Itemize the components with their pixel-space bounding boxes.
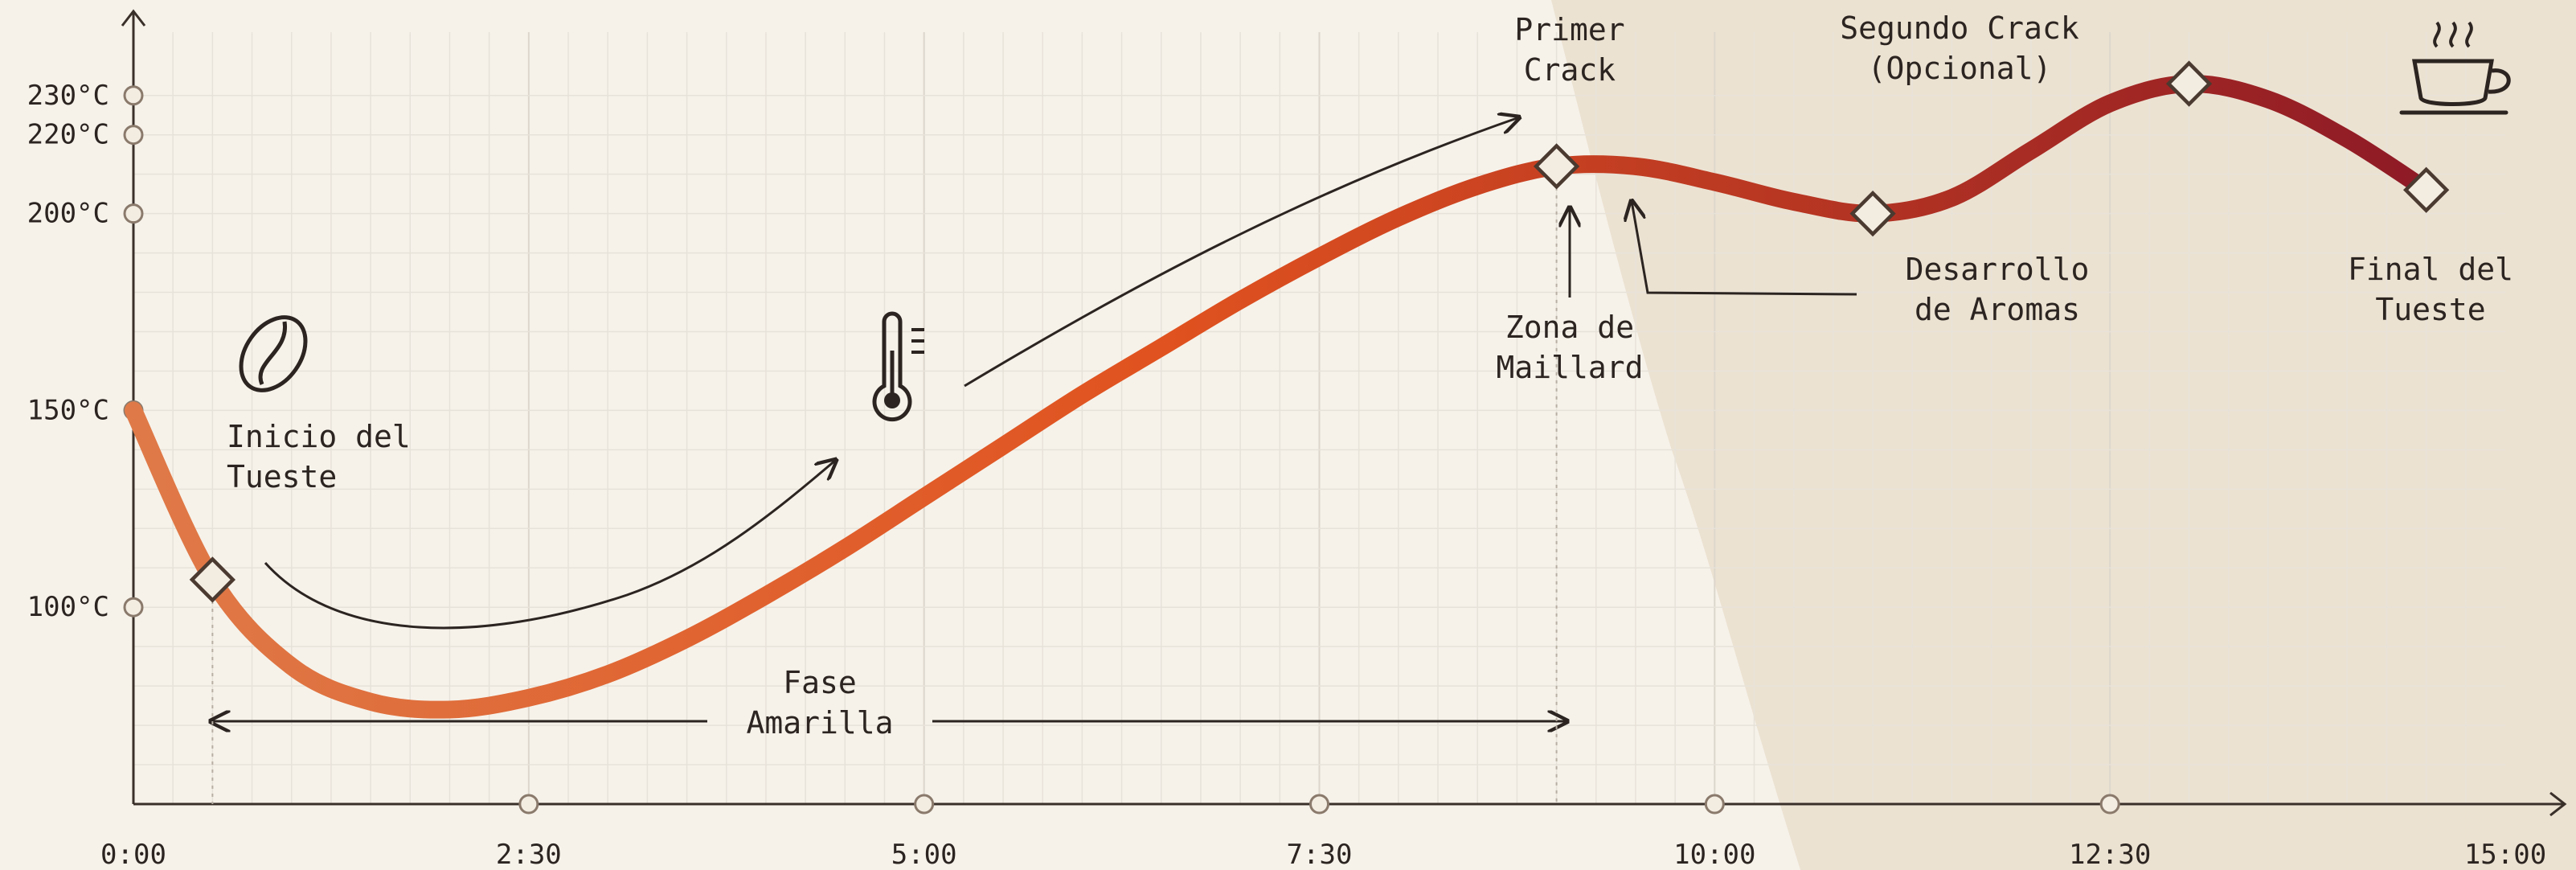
annotation-fase-amarilla: Fase Amarilla (746, 665, 893, 741)
event-marker (2402, 166, 2450, 213)
x-tick-label: 0:00 (100, 839, 166, 870)
annotation-zona-de-maillard: Zona de Maillard (1496, 310, 1643, 385)
annotations: Inicio del Tueste Fase Amarilla Primer Crack Z… (227, 10, 2513, 741)
event-marker (1533, 143, 1580, 190)
x-tick-marker (1704, 794, 1725, 815)
annotation-line: Amarilla (746, 705, 893, 741)
event-marker (2165, 60, 2213, 107)
y-tick-label: 100°C (27, 591, 109, 623)
bean-crease (258, 321, 287, 385)
steam-line (2433, 21, 2441, 48)
markers (189, 60, 2450, 804)
annotation-line: Primer (1514, 12, 1624, 47)
annotation-line: Fase (783, 665, 857, 700)
x-tick-marker (2099, 794, 2120, 815)
x-tick-marker (1309, 794, 1329, 815)
development-shade-area (1551, 0, 2576, 870)
x-tick-label: 10:00 (1673, 839, 1755, 870)
y-tick-marker (123, 125, 144, 146)
development-shade (1551, 0, 2576, 870)
bean-outline (239, 315, 308, 392)
annotation-segundo-crack: Segundo Crack (Opcional) (1840, 10, 2079, 86)
x-tick-marker (518, 794, 539, 815)
y-tick-label: 150°C (27, 394, 109, 426)
arrow-heating (964, 117, 1519, 388)
ticks: 0:00 2:30 5:00 7:30 10:00 12:30 15:00 100°C 150°… (27, 80, 2547, 870)
thermometer-body (872, 311, 912, 422)
x-axis-arrow (2549, 791, 2567, 817)
annotation-line: Zona de (1505, 310, 1634, 345)
grid (133, 32, 2505, 804)
icons (239, 21, 2511, 422)
annotation-line: Maillard (1496, 350, 1643, 385)
annotation-arrows (211, 117, 1857, 721)
thermometer-bulb (884, 392, 900, 408)
y-tick-marker (123, 203, 144, 224)
coffee-bean-icon (239, 315, 308, 392)
event-marker (1849, 190, 1896, 237)
annotation-desarrollo-de-aromas: Desarrollo de Aromas (1906, 252, 2090, 327)
annotation-line: Tueste (227, 459, 337, 495)
arrow-development (1632, 201, 1857, 296)
x-tick-label: 7:30 (1287, 839, 1353, 870)
cup-body (2412, 59, 2494, 106)
cup-handle (2488, 68, 2511, 94)
event-marker (189, 556, 236, 603)
x-tick-marker (914, 794, 935, 815)
steam-line (2465, 21, 2473, 48)
y-tick-label: 220°C (27, 119, 109, 151)
annotation-line: Segundo Crack (1840, 10, 2079, 46)
coffee-cup-icon (2399, 21, 2511, 115)
y-axis-arrow (121, 9, 146, 27)
arrow-drying (264, 460, 836, 630)
steam-line (2449, 21, 2457, 48)
annotation-final-del-tueste: Final del Tueste (2348, 252, 2513, 327)
x-tick-label: 15:00 (2464, 839, 2546, 870)
y-tick-label: 200°C (27, 198, 109, 230)
annotation-line: Final del (2348, 252, 2513, 287)
annotation-inicio-del-tueste: Inicio del Tueste (227, 419, 411, 495)
annotation-line: (Opcional) (1868, 51, 2052, 86)
thermometer-icon (872, 311, 924, 422)
annotation-line: Inicio del (227, 419, 411, 454)
x-tick-label: 12:30 (2069, 839, 2151, 870)
x-tick-label: 2:30 (496, 839, 562, 870)
annotation-primer-crack: Primer Crack (1514, 12, 1624, 88)
annotation-line: Crack (1524, 52, 1616, 88)
y-tick-marker (123, 597, 144, 618)
curve-layer (125, 75, 2435, 719)
annotation-line: Desarrollo (1906, 252, 2090, 287)
x-tick-label: 5:00 (891, 839, 957, 870)
roast-temperature-line (125, 75, 2435, 719)
annotation-line: de Aromas (1915, 292, 2080, 327)
annotation-line: Tueste (2375, 292, 2485, 327)
y-tick-label: 230°C (27, 80, 109, 112)
y-tick-marker (123, 85, 144, 106)
